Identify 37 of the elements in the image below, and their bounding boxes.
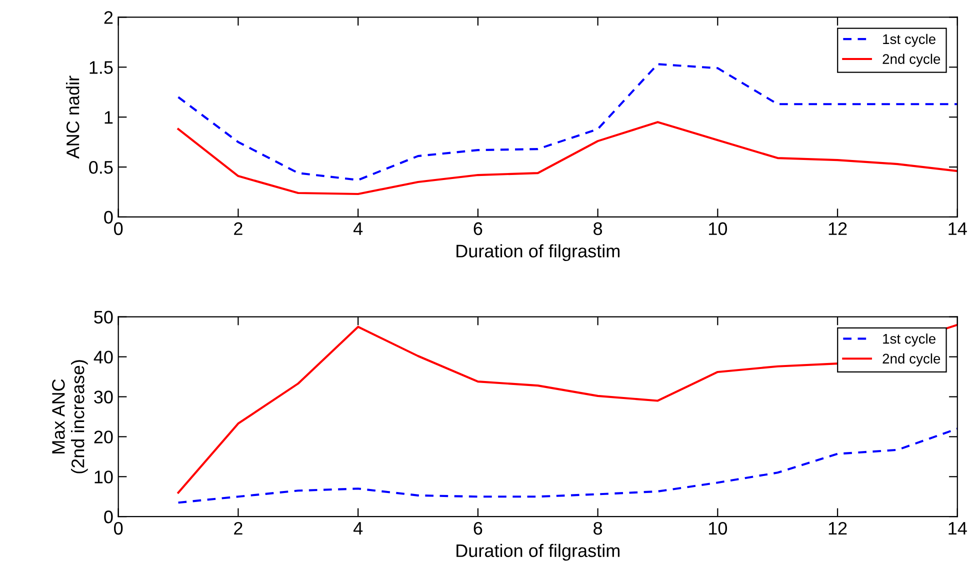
x-tick-label: 4 bbox=[353, 222, 363, 235]
x-tick-label: 8 bbox=[594, 222, 602, 236]
legend-label: 2nd cycle bbox=[882, 54, 940, 67]
y-axis-title: Max ANC (2nd increase) bbox=[52, 360, 88, 474]
y-tick-label: 50 bbox=[94, 310, 113, 324]
x-tick-label: 12 bbox=[828, 522, 847, 535]
x-tick-label: 4 bbox=[353, 522, 363, 535]
x-tick-label: 10 bbox=[709, 522, 727, 535]
x-tick-label: 6 bbox=[474, 222, 482, 236]
x-tick-label: 2 bbox=[234, 522, 242, 535]
y-tick-label: 30 bbox=[94, 390, 113, 404]
x-tick-label: 2 bbox=[234, 222, 242, 235]
x-tick-label: 0 bbox=[114, 222, 123, 236]
x-tick-label: 6 bbox=[474, 522, 482, 535]
x-tick-label: 0 bbox=[114, 522, 123, 535]
line-series bbox=[177, 121, 958, 196]
x-tick-label: 14 bbox=[948, 522, 967, 535]
legend-label: 1st cycle bbox=[883, 334, 936, 346]
x-axis-title: Duration of filgrastim bbox=[456, 544, 620, 561]
x-tick-label: 12 bbox=[828, 222, 847, 235]
y-tick-label: 20 bbox=[94, 430, 113, 444]
line-series bbox=[177, 428, 958, 504]
y-tick-label: 1.5 bbox=[90, 61, 113, 74]
y-tick-label: 2 bbox=[104, 11, 113, 24]
legend-label: 1st cycle bbox=[883, 34, 936, 47]
y-tick-label: 40 bbox=[94, 350, 113, 364]
x-tick-label: 8 bbox=[594, 522, 602, 535]
y-tick-label: 1 bbox=[104, 111, 113, 124]
y-tick-label: 0 bbox=[104, 210, 113, 224]
y-axis-title: ANC nadir bbox=[66, 76, 80, 159]
legend-label: 2nd cycle bbox=[882, 353, 940, 366]
x-tick-label: 10 bbox=[709, 222, 727, 236]
y-tick-label: 0.5 bbox=[89, 160, 113, 174]
x-axis-title: Duration of filgrastim bbox=[456, 244, 620, 262]
y-tick-label: 10 bbox=[94, 470, 113, 484]
y-tick-label: 0 bbox=[104, 510, 113, 524]
x-tick-label: 14 bbox=[948, 222, 967, 235]
